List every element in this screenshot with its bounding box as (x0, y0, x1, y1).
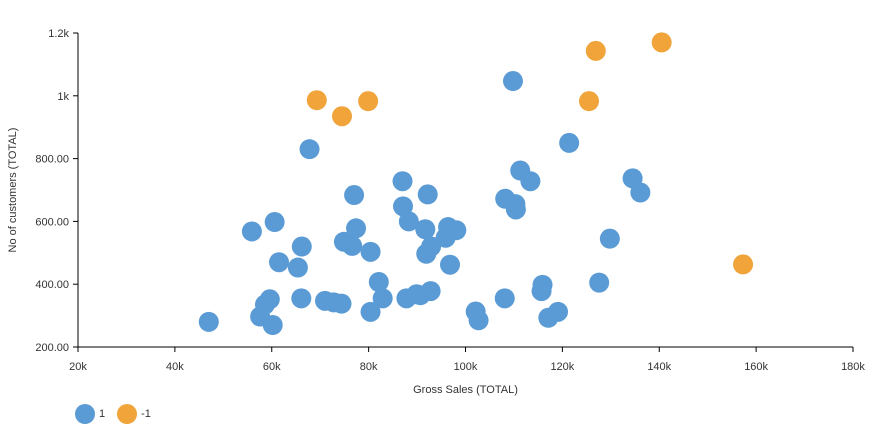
data-point-series-1[interactable] (393, 196, 414, 217)
x-tick-label: 160k (744, 361, 768, 373)
data-point-series-neg1[interactable] (733, 254, 754, 275)
data-points (198, 32, 754, 336)
data-point-series-1[interactable] (331, 293, 352, 314)
data-point-series-1[interactable] (559, 132, 580, 153)
y-tick-label: 1k (57, 91, 69, 103)
data-point-series-1[interactable] (346, 218, 367, 239)
legend-swatch-series-neg1 (117, 404, 138, 424)
data-point-series-1[interactable] (415, 219, 436, 240)
data-point-series-1[interactable] (440, 254, 460, 275)
data-point-series-1[interactable] (269, 252, 290, 273)
data-point-series-1[interactable] (502, 71, 523, 92)
data-point-series-1[interactable] (630, 182, 651, 203)
data-point-series-1[interactable] (198, 311, 219, 332)
data-point-series-1[interactable] (398, 211, 419, 232)
x-tick-label: 80k (360, 361, 378, 373)
data-point-series-1[interactable] (299, 139, 320, 160)
data-point-series-1[interactable] (417, 184, 438, 205)
data-point-series-1[interactable] (264, 212, 285, 233)
legend-item-series-1[interactable]: 1 (75, 404, 105, 424)
scatter-chart: 200.00 400.00 600.00 800.00 1k 1.2k 20k 40k 60k… (7, 28, 865, 396)
legend-item-series-neg1[interactable]: -1 (117, 404, 151, 424)
legend-label-series-1: 1 (99, 408, 106, 420)
data-point-series-neg1[interactable] (579, 91, 600, 112)
y-axis: 200.00 400.00 600.00 800.00 1k 1.2k (35, 28, 79, 354)
data-point-series-1[interactable] (421, 236, 442, 257)
data-point-series-1[interactable] (468, 310, 489, 331)
data-point-series-1[interactable] (344, 185, 365, 206)
x-tick-label: 100k (454, 361, 478, 373)
data-point-series-1[interactable] (505, 199, 526, 220)
y-tick-label: 200.00 (35, 342, 69, 354)
x-tick-label: 140k (647, 361, 671, 373)
data-point-series-neg1[interactable] (306, 90, 327, 111)
data-point-series-1[interactable] (420, 281, 441, 302)
data-point-series-1[interactable] (446, 220, 467, 241)
data-point-series-1[interactable] (368, 272, 389, 293)
data-point-series-1[interactable] (262, 315, 283, 336)
legend-label-series-neg1: -1 (141, 408, 151, 420)
x-axis: 20k 40k 60k 80k 100k 120k 140k 160k 180k (69, 346, 865, 373)
y-axis-title: No of customers (TOTAL) (7, 128, 19, 253)
data-point-series-1[interactable] (291, 288, 312, 309)
data-point-series-1[interactable] (494, 288, 515, 309)
data-point-series-neg1[interactable] (358, 91, 379, 112)
data-point-series-1[interactable] (287, 257, 308, 278)
data-point-series-1[interactable] (241, 221, 262, 242)
y-tick-label: 600.00 (35, 216, 69, 228)
data-point-series-1[interactable] (291, 236, 312, 257)
legend: 1 -1 (75, 404, 163, 424)
data-point-series-neg1[interactable] (651, 32, 672, 53)
data-point-series-1[interactable] (520, 171, 541, 192)
data-point-series-1[interactable] (392, 171, 413, 192)
data-point-series-neg1[interactable] (331, 106, 352, 127)
x-tick-label: 120k (550, 361, 574, 373)
y-tick-label: 800.00 (35, 154, 69, 166)
data-point-series-1[interactable] (360, 241, 381, 262)
legend-swatch-series-1 (75, 404, 95, 424)
data-point-series-1[interactable] (342, 235, 363, 256)
data-point-series-1[interactable] (360, 301, 381, 322)
x-tick-label: 60k (263, 361, 281, 373)
data-point-series-1[interactable] (372, 288, 393, 309)
data-point-series-1[interactable] (532, 274, 553, 295)
x-axis-title: Gross Sales (TOTAL) (413, 384, 518, 396)
data-point-series-1[interactable] (259, 289, 280, 310)
data-point-series-1[interactable] (548, 301, 569, 322)
y-tick-label: 400.00 (35, 279, 69, 291)
x-tick-label: 180k (841, 361, 865, 373)
x-tick-label: 20k (69, 361, 87, 373)
x-tick-label: 40k (166, 361, 184, 373)
y-tick-label: 1.2k (48, 28, 69, 40)
data-point-series-1[interactable] (599, 228, 620, 249)
data-point-series-neg1[interactable] (585, 40, 606, 61)
data-point-series-1[interactable] (589, 272, 610, 293)
